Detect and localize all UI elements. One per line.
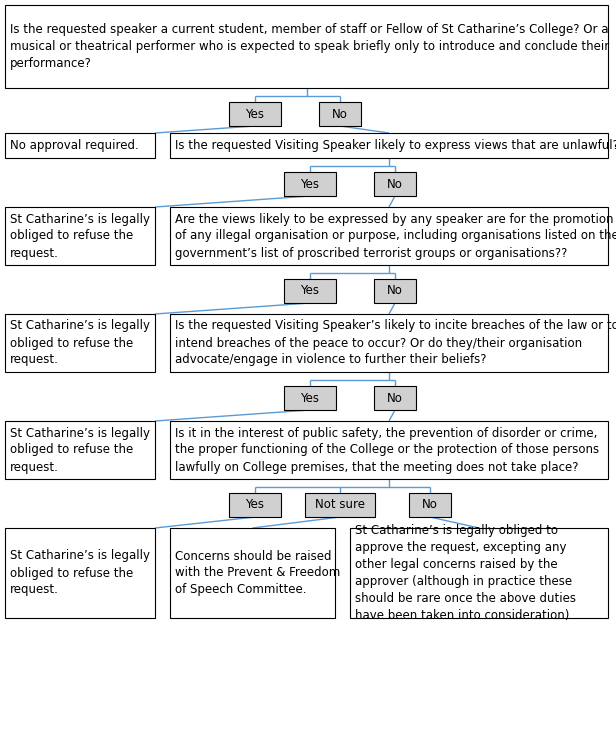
Text: Yes: Yes bbox=[301, 285, 320, 297]
FancyBboxPatch shape bbox=[284, 172, 336, 196]
FancyBboxPatch shape bbox=[284, 279, 336, 303]
FancyBboxPatch shape bbox=[374, 279, 416, 303]
FancyBboxPatch shape bbox=[170, 133, 608, 158]
FancyBboxPatch shape bbox=[5, 314, 155, 372]
Text: Concerns should be raised
with the Prevent & Freedom
of Speech Committee.: Concerns should be raised with the Preve… bbox=[175, 550, 340, 597]
Text: No approval required.: No approval required. bbox=[10, 139, 139, 152]
Text: No: No bbox=[422, 498, 438, 512]
FancyBboxPatch shape bbox=[350, 528, 608, 618]
FancyBboxPatch shape bbox=[305, 493, 375, 517]
FancyBboxPatch shape bbox=[170, 207, 608, 265]
Text: Are the views likely to be expressed by any speaker are for the promotion
of any: Are the views likely to be expressed by … bbox=[175, 212, 616, 259]
FancyBboxPatch shape bbox=[5, 528, 155, 618]
Text: No: No bbox=[332, 107, 348, 121]
Text: No: No bbox=[387, 177, 403, 191]
FancyBboxPatch shape bbox=[409, 493, 451, 517]
Text: No: No bbox=[387, 285, 403, 297]
FancyBboxPatch shape bbox=[229, 493, 281, 517]
FancyBboxPatch shape bbox=[229, 102, 281, 126]
FancyBboxPatch shape bbox=[170, 421, 608, 479]
Text: Yes: Yes bbox=[246, 498, 264, 512]
FancyBboxPatch shape bbox=[374, 172, 416, 196]
Text: Yes: Yes bbox=[246, 107, 264, 121]
Text: No: No bbox=[387, 392, 403, 405]
Text: Not sure: Not sure bbox=[315, 498, 365, 512]
Text: Is the requested speaker a current student, member of staff or Fellow of St Cath: Is the requested speaker a current stude… bbox=[10, 23, 609, 70]
Text: Is the requested Visiting Speaker likely to express views that are unlawful?: Is the requested Visiting Speaker likely… bbox=[175, 139, 616, 152]
Text: St Catharine’s is legally
obliged to refuse the
request.: St Catharine’s is legally obliged to ref… bbox=[10, 426, 150, 474]
Text: St Catharine’s is legally obliged to
approve the request, excepting any
other le: St Catharine’s is legally obliged to app… bbox=[355, 524, 576, 622]
Text: Yes: Yes bbox=[301, 392, 320, 405]
Text: St Catharine’s is legally
obliged to refuse the
request.: St Catharine’s is legally obliged to ref… bbox=[10, 212, 150, 259]
Text: St Catharine’s is legally
obliged to refuse the
request.: St Catharine’s is legally obliged to ref… bbox=[10, 320, 150, 367]
FancyBboxPatch shape bbox=[170, 314, 608, 372]
FancyBboxPatch shape bbox=[374, 386, 416, 410]
Text: Is the requested Visiting Speaker’s likely to incite breaches of the law or to
i: Is the requested Visiting Speaker’s like… bbox=[175, 320, 616, 367]
FancyBboxPatch shape bbox=[5, 421, 155, 479]
FancyBboxPatch shape bbox=[5, 133, 155, 158]
FancyBboxPatch shape bbox=[319, 102, 361, 126]
FancyBboxPatch shape bbox=[170, 528, 335, 618]
FancyBboxPatch shape bbox=[284, 386, 336, 410]
Text: Is it in the interest of public safety, the prevention of disorder or crime,
the: Is it in the interest of public safety, … bbox=[175, 426, 599, 474]
Text: Yes: Yes bbox=[301, 177, 320, 191]
Text: St Catharine’s is legally
obliged to refuse the
request.: St Catharine’s is legally obliged to ref… bbox=[10, 550, 150, 597]
FancyBboxPatch shape bbox=[5, 207, 155, 265]
FancyBboxPatch shape bbox=[5, 5, 608, 88]
